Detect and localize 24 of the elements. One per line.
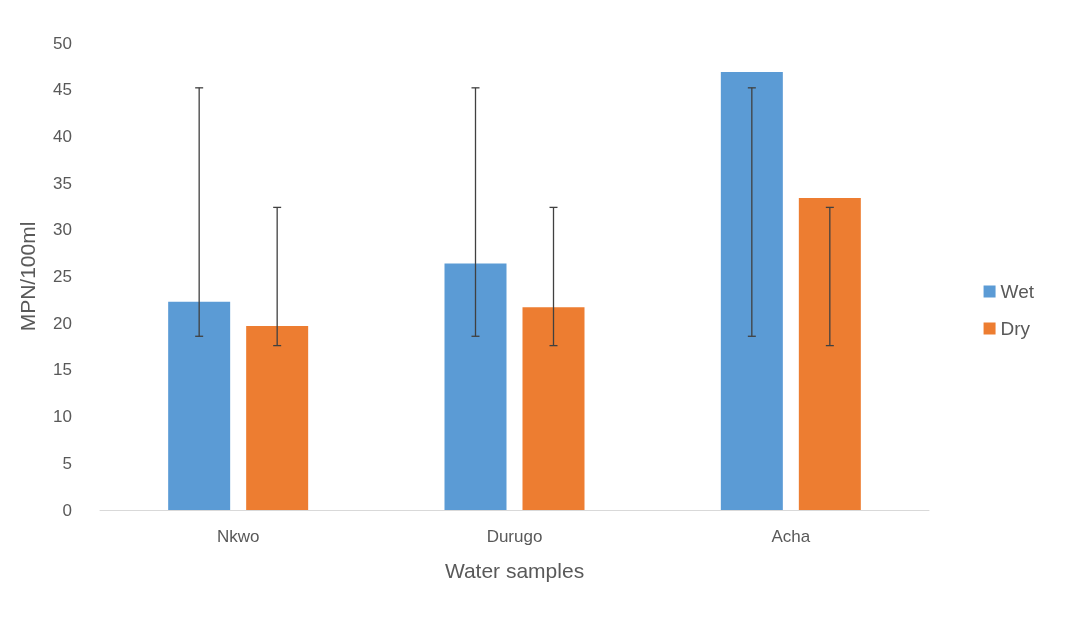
y-tick-label: 30 — [53, 220, 72, 240]
y-tick-label: 25 — [53, 267, 72, 286]
x-axis-title: Water samples — [444, 559, 585, 582]
y-tick-label: 5 — [62, 453, 72, 473]
y-tick-label: 10 — [53, 407, 72, 427]
x-tick-label: Nkwo — [216, 527, 260, 546]
legend-label: Wet — [1000, 281, 1035, 302]
bar — [522, 307, 585, 510]
y-tick-label: 20 — [53, 313, 72, 333]
y-tick-label: 50 — [53, 33, 72, 53]
y-tick-label: 35 — [53, 173, 72, 193]
bar — [246, 326, 309, 510]
y-axis-title: MPN/100ml — [16, 221, 39, 332]
bar — [720, 71, 783, 510]
y-tick-label: 0 — [62, 500, 72, 520]
x-tick-label: Acha — [771, 527, 811, 546]
y-tick-label: 45 — [53, 80, 72, 100]
bar — [798, 198, 861, 510]
legend-label: Dry — [1000, 318, 1031, 339]
x-tick-label: Durugo — [486, 527, 543, 546]
y-tick-label: 40 — [53, 126, 72, 146]
bar — [168, 301, 231, 510]
bar — [444, 263, 507, 510]
y-tick-label: 15 — [53, 360, 72, 380]
